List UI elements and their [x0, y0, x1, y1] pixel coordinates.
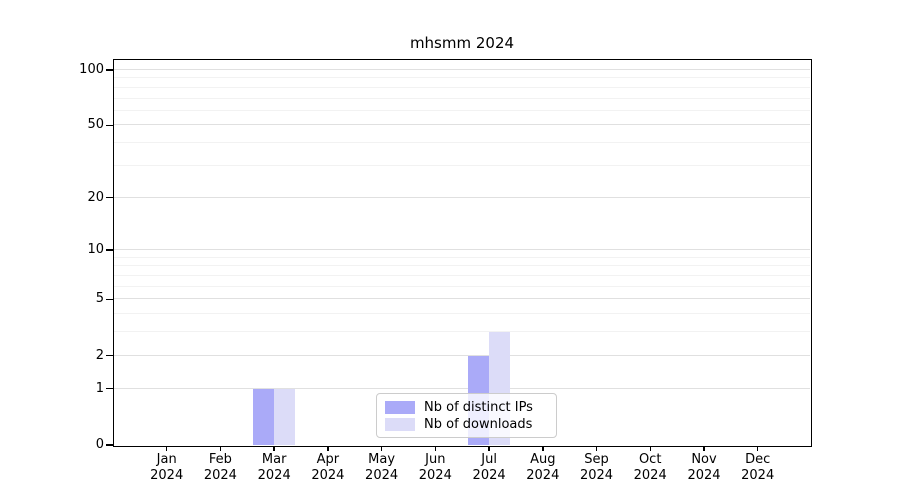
gridline-y-20 — [114, 196, 810, 198]
y-tick-50 — [106, 124, 114, 127]
x-tick-label-jul-2024: Jul 2024 — [472, 452, 506, 483]
bar-nb-of-downloads-mar-2024 — [274, 388, 296, 445]
x-tick-label-nov-2024: Nov 2024 — [687, 452, 721, 483]
legend-label-distinct-ips: Nb of distinct IPs — [424, 399, 533, 415]
x-tick-jul-2024 — [488, 446, 490, 451]
x-tick-label-mar-2024: Mar 2024 — [257, 452, 291, 483]
gridline-y-2 — [114, 354, 810, 356]
gridline-y-70 — [114, 97, 810, 99]
x-tick-jun-2024 — [434, 446, 437, 451]
x-tick-label-may-2024: May 2024 — [365, 452, 399, 483]
y-tick-label-50: 50 — [87, 117, 104, 133]
x-tick-dec-2024 — [756, 446, 759, 451]
x-tick-oct-2024 — [649, 446, 651, 451]
chart-title: mhsmm 2024 — [409, 34, 515, 52]
gridline-y-3 — [114, 331, 810, 333]
x-tick-feb-2024 — [219, 446, 222, 451]
gridline-y-4 — [114, 313, 810, 315]
y-tick-1 — [106, 387, 114, 390]
y-tick-100 — [106, 69, 114, 71]
gridline-y-40 — [114, 142, 810, 144]
gridline-y-6 — [114, 285, 810, 287]
gridline-y-8 — [114, 265, 810, 267]
x-tick-label-sep-2024: Sep 2024 — [579, 452, 614, 483]
legend-swatch-distinct-ips-icon — [385, 400, 415, 414]
gridline-y-90 — [114, 77, 810, 79]
gridline-y-30 — [114, 164, 810, 166]
gridline-y-50 — [114, 124, 810, 126]
x-tick-label-apr-2024: Apr 2024 — [311, 452, 345, 483]
gridline-y-7 — [114, 275, 810, 276]
x-tick-label-feb-2024: Feb 2024 — [203, 452, 237, 483]
gridline-y-10 — [114, 249, 810, 251]
y-tick-label-100: 100 — [79, 61, 104, 77]
gridline-y-5 — [114, 298, 810, 300]
x-tick-may-2024 — [380, 446, 383, 451]
legend-item-downloads: Nb of downloads — [385, 416, 548, 432]
gridline-y-60 — [114, 109, 810, 111]
x-tick-label-dec-2024: Dec 2024 — [741, 452, 775, 483]
y-tick-label-5: 5 — [95, 291, 104, 307]
y-tick-20 — [106, 196, 114, 199]
x-tick-sep-2024 — [595, 446, 598, 451]
x-tick-label-jun-2024: Jun 2024 — [418, 452, 452, 483]
x-tick-label-jan-2024: Jan 2024 — [150, 452, 184, 483]
y-tick-0 — [106, 444, 114, 446]
x-tick-aug-2024 — [542, 446, 544, 451]
y-tick-label-20: 20 — [87, 189, 104, 205]
y-tick-2 — [106, 354, 114, 357]
plot-area — [114, 60, 810, 445]
x-tick-jan-2024 — [165, 446, 168, 451]
x-tick-label-oct-2024: Oct 2024 — [633, 452, 667, 483]
y-tick-label-10: 10 — [87, 242, 104, 258]
gridline-y-80 — [114, 86, 810, 88]
gridline-y-100 — [114, 68, 810, 70]
legend: Nb of distinct IPs Nb of downloads — [376, 393, 557, 438]
gridline-y-9 — [114, 256, 810, 258]
legend-swatch-downloads-icon — [385, 417, 415, 431]
y-tick-5 — [106, 298, 114, 301]
y-tick-10 — [106, 249, 114, 251]
legend-item-distinct-ips: Nb of distinct IPs — [385, 399, 548, 415]
bar-nb-of-distinct-ips-mar-2024 — [253, 388, 275, 445]
legend-label-downloads: Nb of downloads — [424, 416, 533, 432]
gridline-y-1 — [114, 387, 810, 389]
y-tick-label-1: 1 — [95, 380, 104, 396]
y-tick-label-0: 0 — [95, 437, 104, 452]
x-tick-mar-2024 — [273, 446, 275, 451]
x-tick-label-aug-2024: Aug 2024 — [526, 452, 560, 483]
x-tick-apr-2024 — [327, 446, 329, 451]
x-tick-nov-2024 — [703, 446, 705, 451]
y-tick-label-2: 2 — [95, 347, 104, 363]
